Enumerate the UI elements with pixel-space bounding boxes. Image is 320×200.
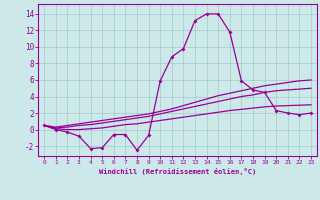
X-axis label: Windchill (Refroidissement éolien,°C): Windchill (Refroidissement éolien,°C) (99, 168, 256, 175)
